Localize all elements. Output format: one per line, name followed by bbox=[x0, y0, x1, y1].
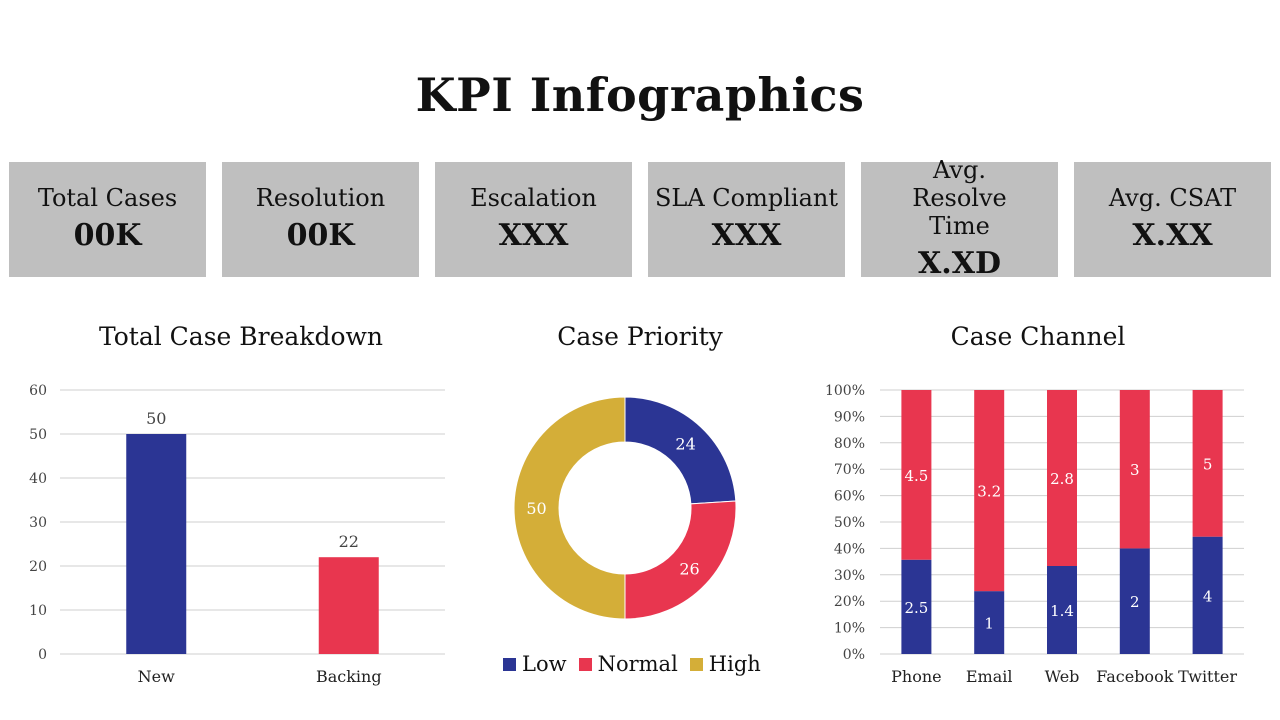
y-tick-label: 100% bbox=[825, 383, 865, 399]
y-tick-label: 10 bbox=[29, 603, 47, 619]
y-tick-label: 40% bbox=[834, 541, 865, 557]
data-label: 2.5 bbox=[904, 599, 928, 617]
kpi-label: SLA Compliant bbox=[654, 183, 839, 212]
legend-label: Normal bbox=[597, 652, 678, 676]
slice-value-label: 26 bbox=[679, 560, 699, 579]
y-tick-label: 30% bbox=[834, 568, 865, 584]
stacked-bar-segment-facebook bbox=[1119, 390, 1150, 549]
case-priority-donut-chart: 24 26 50 bbox=[513, 396, 737, 620]
kpi-label: Avg. Resolve Time bbox=[912, 155, 1007, 240]
y-tick-label: 60% bbox=[834, 489, 865, 505]
kpi-card-avg-resolve-time: Avg. Resolve Time X.XD bbox=[861, 156, 1058, 281]
kpi-card-escalation: Escalation XXX bbox=[435, 162, 632, 277]
data-label: 2.8 bbox=[1050, 470, 1074, 488]
stacked-bar-segment-facebook bbox=[1119, 548, 1150, 654]
donut-slice-normal bbox=[624, 500, 737, 620]
legend-swatch bbox=[503, 657, 516, 671]
chart-title-case-priority: Case Priority bbox=[557, 322, 723, 351]
bar-new bbox=[126, 434, 187, 654]
stacked-bar-segment-phone bbox=[901, 390, 932, 560]
kpi-card-resolution: Resolution 00K bbox=[222, 162, 419, 277]
chart-title-total-case-breakdown: Total Case Breakdown bbox=[98, 322, 383, 351]
data-label: 1 bbox=[984, 615, 994, 633]
stacked-bar-segment-email bbox=[974, 390, 1005, 592]
kpi-value: 00K bbox=[286, 217, 355, 253]
y-tick-label: 80% bbox=[834, 436, 865, 452]
y-tick-label: 0% bbox=[843, 647, 865, 663]
y-tick-label: 70% bbox=[834, 462, 865, 478]
stacked-bar-segment-phone bbox=[901, 559, 932, 654]
x-tick-label: New bbox=[138, 667, 175, 686]
y-tick-label: 50% bbox=[834, 515, 865, 531]
data-label: 2 bbox=[1130, 593, 1140, 611]
kpi-value: 00K bbox=[73, 217, 142, 253]
case-channel-chart: 0% 10% 20% 30% 40% 50% 60% 70% 80% 90% 100% 2.5 4.5 P… bbox=[825, 383, 1244, 686]
stacked-bar-segment-twitter bbox=[1192, 390, 1223, 537]
y-tick-label: 20 bbox=[29, 559, 47, 575]
y-tick-label: 50 bbox=[29, 427, 47, 443]
kpi-label: Resolution bbox=[255, 183, 386, 212]
x-tick-label: Twitter bbox=[1178, 667, 1237, 686]
data-label: 3.2 bbox=[977, 483, 1001, 501]
kpi-value: XXX bbox=[711, 217, 782, 253]
data-label: 22 bbox=[339, 532, 359, 551]
y-tick-label: 40 bbox=[29, 471, 47, 487]
x-tick-label: Backing bbox=[316, 667, 382, 686]
slice-value-label: 24 bbox=[675, 434, 695, 453]
kpi-value: XXX bbox=[498, 217, 569, 253]
chart-title-case-channel: Case Channel bbox=[950, 322, 1126, 351]
x-tick-label: Email bbox=[966, 667, 1013, 686]
kpi-row: Total Cases 00K Resolution 00K Escalatio… bbox=[9, 156, 1271, 281]
x-tick-label: Facebook bbox=[1096, 667, 1173, 686]
data-label: 1.4 bbox=[1050, 602, 1074, 620]
slice-value-label: 50 bbox=[526, 499, 546, 518]
legend-item-low: Low bbox=[503, 652, 567, 676]
y-tick-label: 30 bbox=[29, 515, 47, 531]
legend-label: High bbox=[708, 652, 761, 676]
donut-slice-high bbox=[513, 396, 626, 620]
kpi-card-avg-csat: Avg. CSAT X.XX bbox=[1074, 162, 1271, 277]
kpi-card-total-cases: Total Cases 00K bbox=[9, 162, 206, 277]
bar-backing bbox=[318, 557, 379, 654]
kpi-label: Escalation bbox=[470, 183, 597, 212]
stacked-bar-segment-web bbox=[1047, 390, 1077, 566]
donut-slice-low bbox=[624, 396, 737, 505]
legend-label: Low bbox=[522, 652, 567, 676]
data-label: 5 bbox=[1203, 455, 1213, 473]
data-label: 4 bbox=[1203, 587, 1213, 605]
y-tick-label: 10% bbox=[834, 621, 865, 637]
legend-swatch bbox=[689, 657, 703, 671]
kpi-value: X.XD bbox=[917, 245, 1001, 281]
y-tick-label: 90% bbox=[834, 409, 865, 425]
y-tick-label: 60 bbox=[29, 383, 47, 399]
legend-swatch bbox=[578, 657, 592, 671]
data-label: 50 bbox=[146, 409, 166, 428]
y-tick-label: 20% bbox=[834, 594, 865, 610]
kpi-label: Avg. CSAT bbox=[1108, 183, 1237, 212]
kpi-value: X.XX bbox=[1132, 217, 1213, 253]
stacked-bar-segment-twitter bbox=[1192, 536, 1223, 654]
stacked-bar-segment-email bbox=[974, 591, 1005, 654]
y-tick-label: 0 bbox=[38, 647, 47, 663]
kpi-card-sla-compliant: SLA Compliant XXX bbox=[648, 162, 845, 277]
legend-item-high: High bbox=[689, 652, 761, 676]
x-tick-label: Phone bbox=[891, 667, 941, 686]
stacked-bar-segment-web bbox=[1047, 566, 1077, 654]
priority-legend: Low Normal High bbox=[503, 652, 773, 676]
data-label: 4.5 bbox=[904, 467, 928, 485]
page-title: KPI Infographics bbox=[415, 68, 865, 122]
x-tick-label: Web bbox=[1045, 667, 1080, 686]
total-case-breakdown-chart: 0 10 20 30 40 50 60 50 New 22 Backing bbox=[29, 383, 445, 686]
data-label: 3 bbox=[1130, 461, 1140, 479]
legend-item-normal: Normal bbox=[578, 652, 678, 676]
kpi-label: Total Cases bbox=[37, 183, 178, 212]
